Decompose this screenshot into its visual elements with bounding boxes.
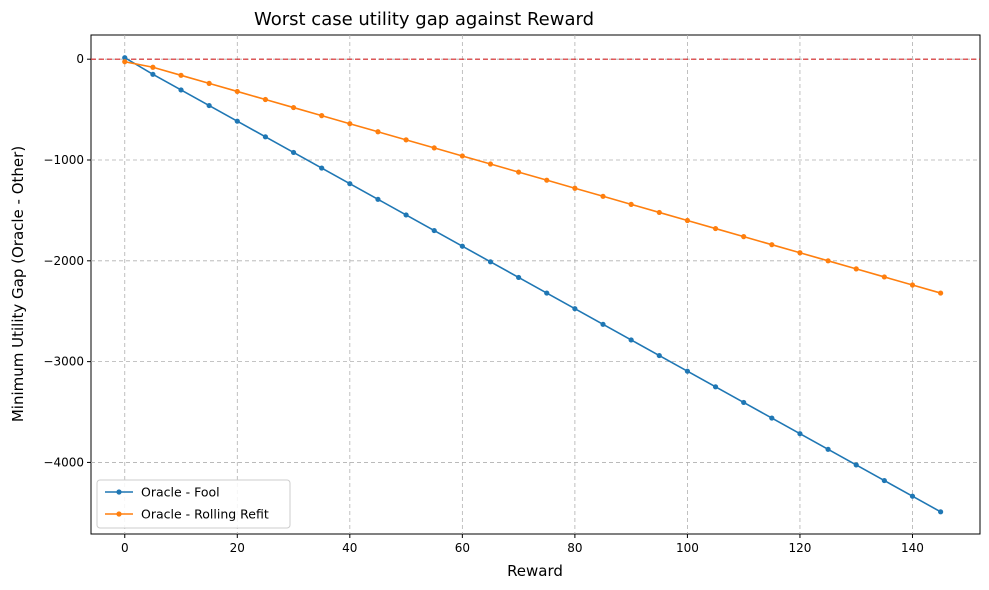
data-point <box>375 129 381 135</box>
y-tick-label: −3000 <box>43 355 84 369</box>
series-line <box>124 60 941 294</box>
data-point <box>769 415 775 421</box>
data-point <box>234 118 240 124</box>
plot-frame <box>90 34 981 535</box>
data-point <box>459 243 465 249</box>
data-point <box>712 225 719 232</box>
y-tick-label: −1000 <box>43 153 84 167</box>
data-point <box>459 153 465 159</box>
data-point <box>206 102 212 109</box>
data-point <box>122 59 128 65</box>
data-point <box>347 181 353 187</box>
data-point <box>741 399 747 406</box>
data-point <box>797 431 803 437</box>
data-point <box>262 134 269 140</box>
x-tick-label: 60 <box>455 541 470 555</box>
data-point <box>544 177 550 183</box>
data-point <box>797 250 803 256</box>
legend-swatch-marker <box>116 511 122 517</box>
data-point <box>178 72 184 78</box>
y-tick-label: −4000 <box>43 455 84 469</box>
data-point <box>628 201 634 207</box>
data-point <box>403 137 409 143</box>
data-point <box>431 145 437 151</box>
data-point <box>741 234 747 240</box>
legend-swatch-marker <box>116 489 122 495</box>
data-point <box>656 209 662 216</box>
chart-title: Worst case utility gap against Reward <box>254 9 594 30</box>
data-point <box>712 384 719 390</box>
data-point <box>262 96 269 103</box>
x-axis-label: Reward <box>507 562 563 580</box>
data-point <box>628 337 634 343</box>
data-point <box>375 196 381 202</box>
data-point <box>881 274 887 280</box>
data-point <box>403 212 409 218</box>
y-axis: 0 −1000 −2000 −3000 −4000 <box>43 52 91 469</box>
data-point <box>572 306 578 312</box>
series-1 <box>122 55 944 515</box>
data-point <box>656 352 662 359</box>
y-axis-label: Minimum Utility Gap (Oracle - Other) <box>9 146 27 422</box>
data-point <box>347 121 353 127</box>
data-point <box>825 446 831 452</box>
x-tick-label: 100 <box>676 541 699 555</box>
data-point <box>938 509 944 515</box>
data-point <box>122 55 128 61</box>
data-point <box>881 477 887 484</box>
series-2 <box>122 59 944 296</box>
x-tick-label: 80 <box>567 541 582 555</box>
data-point <box>853 266 859 272</box>
series-layer <box>122 55 944 515</box>
x-tick-label: 120 <box>788 541 811 555</box>
data-point <box>319 113 325 119</box>
data-point <box>150 64 156 70</box>
data-point <box>319 165 325 171</box>
y-tick-label: −2000 <box>43 254 84 268</box>
data-point <box>825 258 831 264</box>
x-axis: 0 20 40 60 80 100 120 140 <box>121 534 924 555</box>
data-point <box>206 80 212 86</box>
data-point <box>938 290 944 296</box>
series-line <box>124 56 941 513</box>
data-point <box>290 104 297 111</box>
data-point <box>516 169 522 175</box>
data-point <box>516 274 522 281</box>
data-point <box>544 290 550 296</box>
data-point <box>853 462 859 468</box>
data-point <box>234 88 240 95</box>
x-tick-label: 0 <box>121 541 129 555</box>
legend: Oracle - Fool Oracle - Rolling Refit <box>96 479 291 529</box>
x-tick-label: 20 <box>230 541 245 555</box>
data-point <box>769 242 775 248</box>
data-point <box>572 185 578 191</box>
data-point <box>487 161 494 167</box>
legend-label: Oracle - Rolling Refit <box>141 507 269 522</box>
legend-label: Oracle - Fool <box>141 485 220 500</box>
data-point <box>150 71 156 77</box>
data-point <box>684 368 691 374</box>
legend-box <box>96 479 291 529</box>
data-point <box>600 193 606 199</box>
x-tick-label: 40 <box>342 541 357 555</box>
y-tick-label: 0 <box>76 52 84 66</box>
data-point <box>487 259 494 265</box>
x-tick-label: 140 <box>901 541 924 555</box>
data-point <box>178 87 184 93</box>
data-point <box>909 493 916 499</box>
data-point <box>684 217 691 224</box>
data-point <box>290 149 297 156</box>
data-point <box>431 227 437 234</box>
data-point <box>600 321 606 327</box>
data-point <box>909 282 916 288</box>
